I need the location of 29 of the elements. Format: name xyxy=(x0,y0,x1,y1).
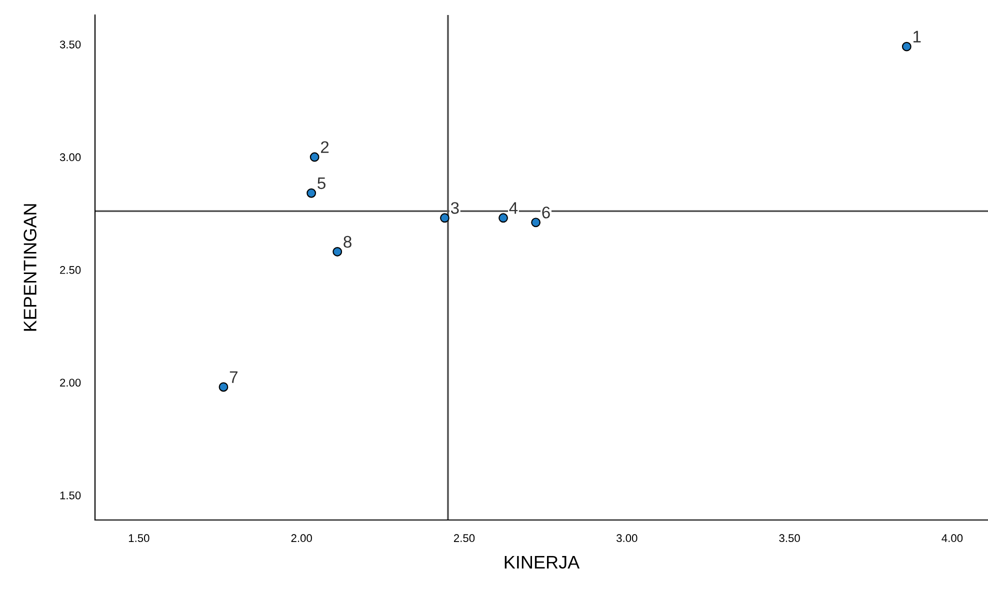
y-axis-title: KEPENTINGAN xyxy=(24,204,36,331)
y-tick-label: 2.00 xyxy=(60,378,81,387)
x-tick-label: 3.50 xyxy=(779,534,800,542)
point xyxy=(498,213,508,223)
annotation: 5 xyxy=(318,177,326,190)
x-tick-label: 4.00 xyxy=(942,534,963,542)
point xyxy=(440,213,450,223)
point xyxy=(218,382,228,392)
x-tick-label: 2.00 xyxy=(291,534,312,542)
y-tick-label: 3.00 xyxy=(60,153,81,162)
annotation: 7 xyxy=(230,371,238,383)
x-axis-title: KINERJA xyxy=(504,556,580,569)
y-tick-label: 2.50 xyxy=(60,266,81,274)
point xyxy=(332,247,342,256)
annotation: 3 xyxy=(450,202,459,214)
point xyxy=(306,188,316,198)
point xyxy=(902,42,912,52)
annotation: 2 xyxy=(320,141,329,153)
annotation: 8 xyxy=(344,236,352,248)
point xyxy=(531,218,541,228)
x-tick-label: 3.00 xyxy=(616,534,638,542)
y-tick-label: 1.50 xyxy=(60,491,81,500)
annotation: 1 xyxy=(913,30,921,42)
x-tick-label: 2.50 xyxy=(454,534,475,542)
annotation: 6 xyxy=(542,206,550,218)
x-tick-label: 1.50 xyxy=(128,534,150,542)
annotation: 4 xyxy=(509,202,518,214)
y-tick-label: 3.50 xyxy=(60,40,81,48)
point xyxy=(310,152,320,162)
